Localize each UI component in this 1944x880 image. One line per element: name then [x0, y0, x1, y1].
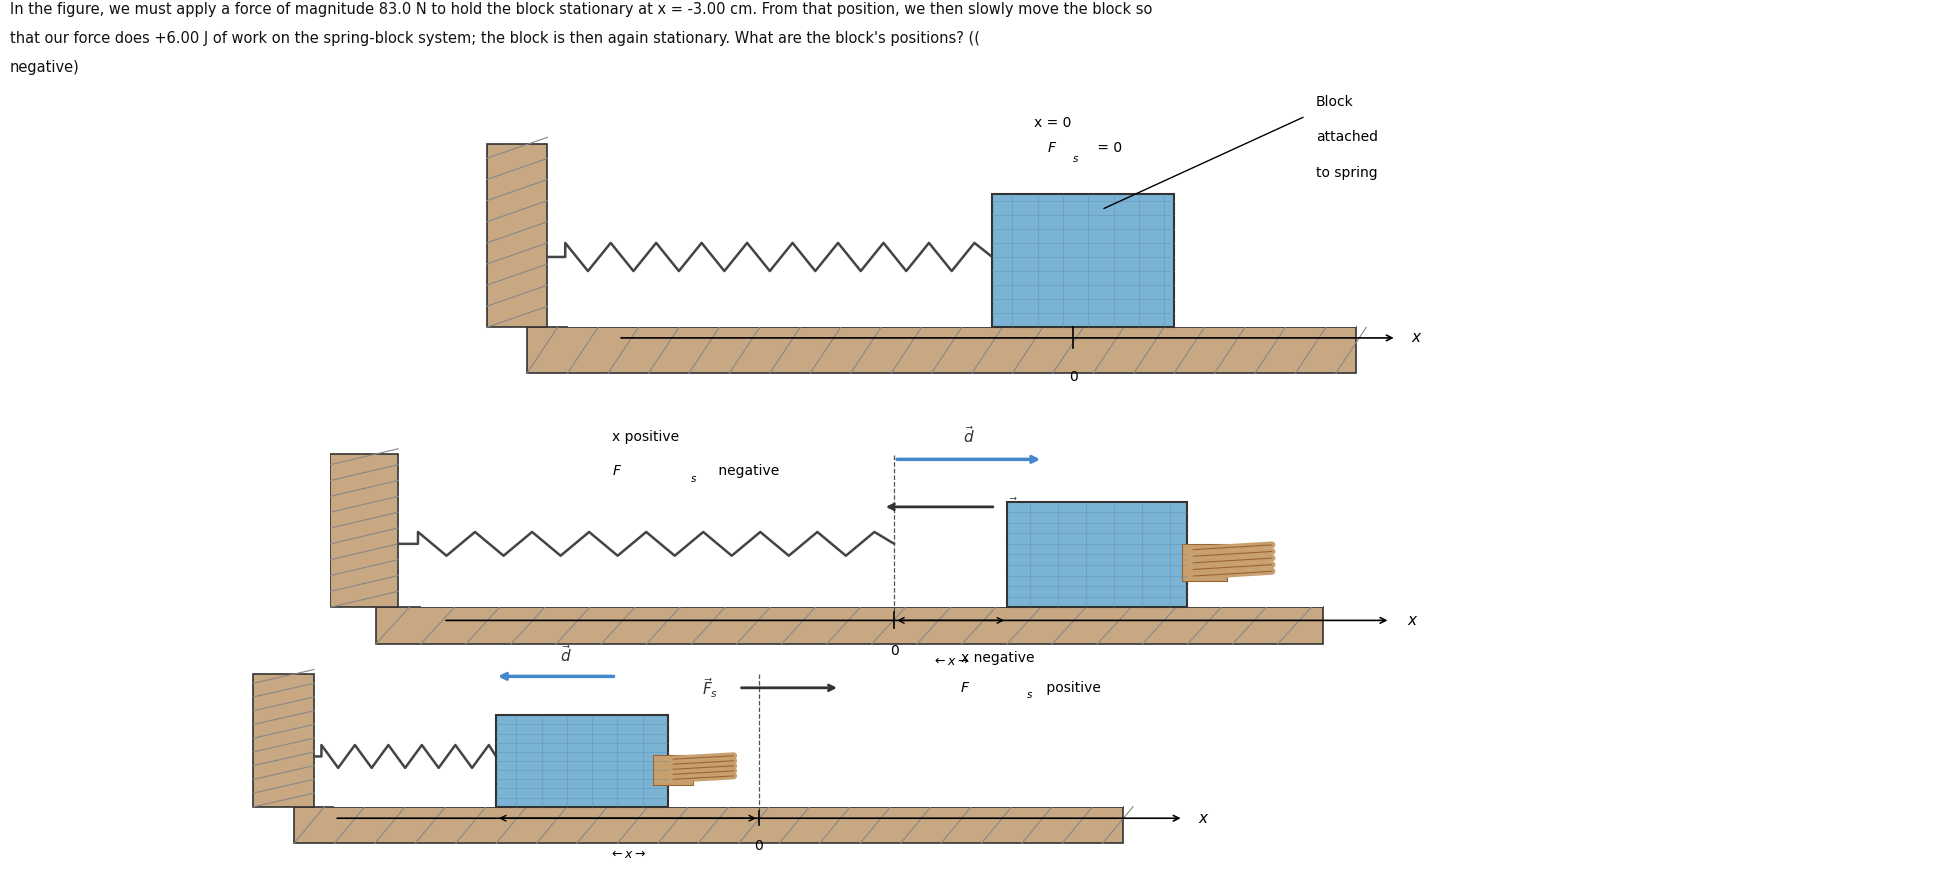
Text: F: F	[1048, 141, 1056, 155]
Bar	[568, 144, 1357, 327]
Bar	[330, 454, 399, 607]
Bar	[1182, 545, 1227, 582]
Text: $\vec{F}_s$: $\vec{F}_s$	[1007, 495, 1023, 518]
Text: negative): negative)	[10, 60, 80, 75]
Text: attached: attached	[1316, 130, 1378, 144]
Text: s: s	[1026, 691, 1032, 700]
Bar	[653, 755, 694, 785]
Text: $\vec{d}$: $\vec{d}$	[560, 644, 572, 665]
Text: $\vec{d}$: $\vec{d}$	[962, 425, 974, 446]
Text: 0: 0	[1069, 370, 1077, 384]
Text: F: F	[960, 680, 970, 694]
Text: x negative: x negative	[960, 651, 1034, 665]
Text: In the figure, we must apply a force of magnitude 83.0 N to hold the block stati: In the figure, we must apply a force of …	[10, 2, 1153, 17]
Text: s: s	[1073, 154, 1079, 164]
Text: x positive: x positive	[612, 429, 680, 444]
Bar	[1007, 502, 1188, 607]
Text: x: x	[1411, 330, 1421, 346]
Bar	[486, 144, 548, 327]
Text: that our force does +6.00 J of work on the spring-block system; the block is the: that our force does +6.00 J of work on t…	[10, 31, 980, 46]
Text: F: F	[612, 464, 620, 478]
Text: $\leftarrow x\rightarrow$: $\leftarrow x\rightarrow$	[608, 848, 645, 861]
Text: $\vec{F}_s$: $\vec{F}_s$	[702, 676, 719, 700]
Bar	[334, 674, 1124, 807]
Text: positive: positive	[1042, 680, 1100, 694]
Bar	[294, 807, 1124, 843]
Text: = 0: = 0	[1093, 141, 1122, 155]
Text: 0: 0	[890, 644, 898, 658]
Text: to spring: to spring	[1316, 165, 1378, 180]
Text: $\leftarrow x\rightarrow$: $\leftarrow x\rightarrow$	[931, 655, 970, 668]
Bar	[991, 194, 1174, 327]
Bar	[253, 674, 315, 807]
Bar	[375, 607, 1322, 644]
Text: s: s	[692, 474, 696, 484]
Bar	[420, 454, 1322, 607]
Text: (a): (a)	[885, 708, 904, 722]
Text: negative: negative	[713, 464, 780, 478]
Bar	[527, 327, 1357, 373]
Text: 0: 0	[754, 839, 764, 853]
Text: Block: Block	[1316, 95, 1353, 109]
Text: x: x	[1199, 810, 1207, 825]
Text: x: x	[1407, 612, 1417, 628]
Text: x = 0: x = 0	[1034, 116, 1071, 130]
Bar	[496, 715, 669, 807]
